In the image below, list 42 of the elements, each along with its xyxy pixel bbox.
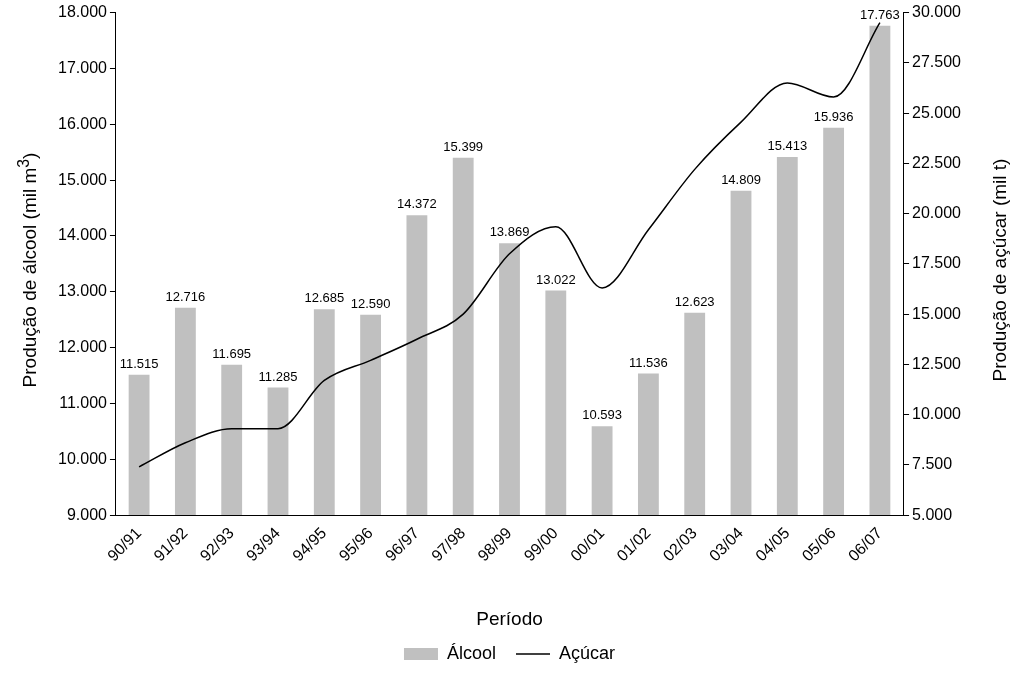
x-axis-title: Período bbox=[475, 608, 544, 630]
y-tick-label: 11.000 bbox=[59, 393, 108, 411]
y2-tick-label: 17.500 bbox=[912, 254, 962, 272]
y2-tick-label: 27.500 bbox=[912, 53, 962, 71]
y-tick-label: 18.000 bbox=[58, 3, 108, 21]
data-label: 11.695 bbox=[212, 345, 252, 361]
y-tick-label: 16.000 bbox=[58, 114, 108, 132]
data-label: 15.936 bbox=[813, 108, 854, 124]
y-tick-label: 12.000 bbox=[58, 338, 108, 356]
y2-tick-label: 10.000 bbox=[912, 405, 962, 423]
data-label: 11.285 bbox=[258, 368, 298, 384]
y-tick-label: 17.000 bbox=[58, 58, 108, 76]
data-label: 13.869 bbox=[489, 224, 530, 240]
y-tick-label: 9.000 bbox=[66, 505, 108, 523]
y2-tick-label: 7.500 bbox=[912, 455, 953, 473]
y2-tick-label: 5.000 bbox=[912, 505, 953, 523]
data-label: 15.399 bbox=[443, 138, 484, 154]
data-label: 14.372 bbox=[397, 196, 437, 212]
data-label: 11.515 bbox=[119, 355, 159, 371]
data-label: 12.623 bbox=[674, 293, 715, 309]
data-label: 17.763 bbox=[860, 6, 900, 22]
y2-tick-label: 12.500 bbox=[912, 354, 962, 372]
y2-tick-label: 30.000 bbox=[912, 3, 962, 21]
legend-label: Álcool bbox=[446, 642, 497, 663]
y2-tick-label: 20.000 bbox=[912, 204, 962, 222]
data-label: 12.590 bbox=[350, 295, 391, 311]
data-label: 10.593 bbox=[582, 407, 622, 423]
data-label: 12.685 bbox=[304, 290, 345, 306]
data-label: 15.413 bbox=[767, 138, 808, 154]
y-tick-label: 15.000 bbox=[58, 170, 108, 188]
y2-tick-label: 15.000 bbox=[912, 304, 962, 322]
data-label: 14.809 bbox=[721, 171, 761, 187]
data-label: 12.716 bbox=[165, 288, 206, 304]
legend-label: Açúcar bbox=[559, 642, 616, 663]
y2-axis-title: Produção de açúcar (mil t) bbox=[989, 158, 1011, 382]
y-tick-label: 13.000 bbox=[58, 282, 108, 300]
data-label: 13.022 bbox=[535, 271, 576, 287]
y-tick-label: 10.000 bbox=[58, 449, 108, 467]
y2-tick-label: 22.500 bbox=[912, 153, 962, 171]
y2-tick-label: 25.000 bbox=[912, 103, 962, 121]
data-label: 11.536 bbox=[629, 354, 668, 370]
y-tick-label: 14.000 bbox=[58, 226, 108, 244]
